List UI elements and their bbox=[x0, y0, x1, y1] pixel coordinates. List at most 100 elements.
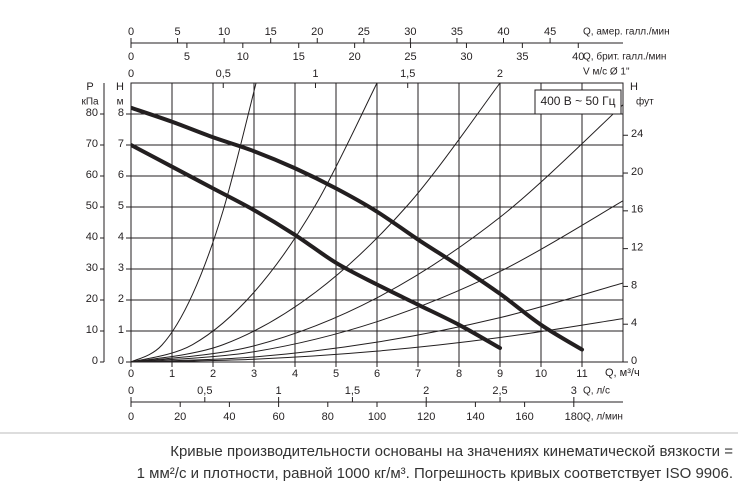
lps-axis-title: Q, л/с bbox=[583, 386, 610, 397]
us-gpm-axis-tick-label: 5 bbox=[175, 26, 181, 38]
x-tick-label: 1 bbox=[169, 368, 175, 380]
lps-axis-tick-label: 0 bbox=[128, 385, 134, 397]
x-tick-label: 8 bbox=[456, 368, 462, 380]
x-tick-label: 6 bbox=[374, 368, 380, 380]
velocity-axis-tick-label: 0 bbox=[128, 68, 134, 80]
lps-axis-tick-label: 1 bbox=[276, 385, 282, 397]
ft-tick-label: 8 bbox=[631, 279, 637, 291]
ft-axis-title: H bbox=[630, 81, 638, 93]
velocity-axis-tick-label: 1,5 bbox=[400, 68, 415, 80]
y-tick-label: 6 bbox=[118, 169, 124, 181]
p-axis-unit: кПа bbox=[81, 97, 99, 108]
system-curve bbox=[131, 200, 623, 363]
uk-gpm-axis-tick-label: 25 bbox=[404, 51, 416, 63]
x-tick-label: 7 bbox=[415, 368, 421, 380]
velocity-axis-tick-label: 0,5 bbox=[216, 68, 231, 80]
lpm-axis-title: Q, л/мин bbox=[583, 412, 623, 423]
us-gpm-axis-tick-label: 25 bbox=[358, 26, 370, 38]
us-gpm-axis-tick-label: 40 bbox=[497, 26, 509, 38]
us-gpm-axis-tick-label: 15 bbox=[265, 26, 277, 38]
lps-axis-tick-label: 0,5 bbox=[197, 385, 212, 397]
uk-gpm-axis-tick-label: 15 bbox=[293, 51, 305, 63]
lpm-axis-tick-label: 80 bbox=[322, 411, 334, 423]
p-tick-label: 60 bbox=[86, 169, 98, 181]
y-tick-label: 1 bbox=[118, 324, 124, 336]
lps-axis-tick-label: 2,5 bbox=[492, 385, 507, 397]
ft-tick-label: 0 bbox=[631, 355, 637, 367]
caption-line: 1 мм²/с и плотности, равной 1000 кг/м³. … bbox=[137, 465, 733, 482]
ft-tick-label: 4 bbox=[631, 317, 637, 329]
us-gpm-axis-tick-label: 0 bbox=[128, 26, 134, 38]
velocity-axis-tick-label: 1 bbox=[312, 68, 318, 80]
uk-gpm-axis-tick-label: 10 bbox=[237, 51, 249, 63]
lpm-axis-tick-label: 140 bbox=[466, 411, 484, 423]
y-tick-label: 3 bbox=[118, 262, 124, 274]
uk-gpm-axis-tick-label: 30 bbox=[460, 51, 472, 63]
x-tick-label: 3 bbox=[251, 368, 257, 380]
uk-gpm-axis-tick-label: 5 bbox=[184, 51, 190, 63]
system-curve bbox=[131, 104, 623, 363]
p-tick-label: 10 bbox=[86, 324, 98, 336]
uk-gpm-axis-tick-label: 20 bbox=[349, 51, 361, 63]
x-tick-label: 0 bbox=[128, 368, 134, 380]
us-gpm-axis-title: Q, амер. галл./мин bbox=[583, 27, 670, 38]
p-tick-label: 80 bbox=[86, 107, 98, 119]
y-axis-unit: м bbox=[117, 97, 124, 108]
pump-curve bbox=[131, 143, 502, 351]
velocity-axis-tick-label: 2 bbox=[497, 68, 503, 80]
p-axis-title: P bbox=[86, 81, 93, 93]
y-axis-title: H bbox=[116, 81, 124, 93]
lps-axis-tick-label: 1,5 bbox=[345, 385, 360, 397]
us-gpm-axis-tick-label: 10 bbox=[218, 26, 230, 38]
annotation-box bbox=[534, 89, 622, 115]
lpm-axis-tick-label: 160 bbox=[515, 411, 533, 423]
uk-gpm-axis-tick-label: 40 bbox=[572, 51, 584, 63]
x-tick-label: 5 bbox=[333, 368, 339, 380]
lps-axis-tick-label: 2 bbox=[423, 385, 429, 397]
x-tick-label: 4 bbox=[292, 368, 298, 380]
velocity-axis-title: V м/с Ø 1" bbox=[583, 67, 630, 78]
pump-curve bbox=[131, 105, 584, 352]
system-curve bbox=[131, 318, 623, 363]
system-curve bbox=[131, 82, 378, 363]
system-curve bbox=[131, 282, 623, 363]
x-tick-label: 11 bbox=[576, 368, 587, 380]
system-curve bbox=[131, 82, 257, 363]
y-tick-label: 8 bbox=[118, 107, 124, 119]
caption-line: Кривые производительности основаны на зн… bbox=[170, 443, 733, 460]
lpm-axis-tick-label: 20 bbox=[174, 411, 186, 423]
system-curve bbox=[131, 82, 501, 363]
lpm-axis-tick-label: 0 bbox=[128, 411, 134, 423]
p-tick-label: 0 bbox=[92, 355, 98, 367]
p-tick-label: 50 bbox=[86, 200, 98, 212]
ft-axis-unit: фут bbox=[636, 96, 654, 108]
ft-tick-label: 16 bbox=[631, 204, 643, 216]
ft-tick-label: 20 bbox=[631, 166, 643, 178]
p-tick-label: 40 bbox=[86, 231, 98, 243]
uk-gpm-axis-tick-label: 35 bbox=[516, 51, 528, 63]
x-tick-label: 2 bbox=[210, 368, 216, 380]
y-tick-label: 4 bbox=[118, 231, 124, 243]
us-gpm-axis-tick-label: 35 bbox=[451, 26, 463, 38]
us-gpm-axis-tick-label: 20 bbox=[311, 26, 323, 38]
us-gpm-axis-tick-label: 45 bbox=[544, 26, 556, 38]
x-tick-label: 9 bbox=[497, 368, 503, 380]
lpm-axis-tick-label: 60 bbox=[272, 411, 284, 423]
y-tick-label: 2 bbox=[118, 293, 124, 305]
x-tick-label: 10 bbox=[535, 368, 547, 380]
lpm-axis-tick-label: 40 bbox=[223, 411, 235, 423]
y-tick-label: 7 bbox=[118, 138, 124, 150]
uk-gpm-axis-tick-label: 0 bbox=[128, 51, 134, 63]
lpm-axis-tick-label: 120 bbox=[417, 411, 435, 423]
annotation: 400 В ~ 50 Гц bbox=[540, 94, 615, 108]
lpm-axis-tick-label: 100 bbox=[368, 411, 386, 423]
p-tick-label: 20 bbox=[86, 293, 98, 305]
p-tick-label: 30 bbox=[86, 262, 98, 274]
y-tick-label: 5 bbox=[118, 200, 124, 212]
p-tick-label: 70 bbox=[86, 138, 98, 150]
us-gpm-axis-tick-label: 30 bbox=[404, 26, 416, 38]
lps-axis-tick-label: 3 bbox=[571, 385, 577, 397]
y-tick-label: 0 bbox=[118, 355, 124, 367]
uk-gpm-axis-title: Q, брит. галл./мин bbox=[583, 51, 666, 63]
